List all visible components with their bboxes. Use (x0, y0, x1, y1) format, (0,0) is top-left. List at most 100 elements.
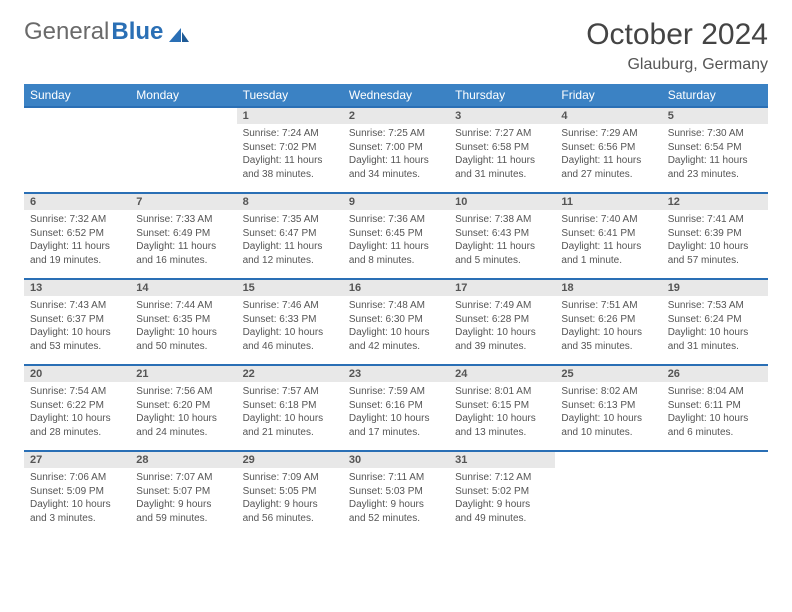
logo-text-1: General (24, 18, 109, 46)
day-ss: Sunset: 6:35 PM (136, 313, 230, 327)
day-sr: Sunrise: 7:09 AM (243, 471, 337, 485)
day-sr: Sunrise: 7:24 AM (243, 127, 337, 141)
day-body: Sunrise: 7:33 AMSunset: 6:49 PMDaylight:… (130, 210, 236, 271)
day-cell: 29 Sunrise: 7:09 AMSunset: 5:05 PMDayligh… (237, 451, 343, 537)
col-wed: Wednesday (343, 84, 449, 107)
day-cell: 28Sunrise: 7:07 AMSunset: 5:07 PMDayligh… (130, 451, 236, 537)
day-number: 30 (343, 452, 449, 468)
day-dl: Daylight: 9 hours and 56 minutes. (243, 498, 337, 525)
day-dl: Daylight: 11 hours and 38 minutes. (243, 154, 337, 181)
day-ss: Sunset: 6:58 PM (455, 141, 549, 155)
day-number: 25 (555, 366, 661, 382)
day-ss: Sunset: 6:43 PM (455, 227, 549, 241)
day-sr: Sunrise: 7:32 AM (30, 213, 124, 227)
day-sr: Sunrise: 7:51 AM (561, 299, 655, 313)
day-body: Sunrise: 7:30 AMSunset: 6:54 PMDaylight:… (662, 124, 768, 185)
day-body: Sunrise: 8:04 AMSunset: 6:11 PMDaylight:… (662, 382, 768, 443)
day-dl: Daylight: 10 hours and 42 minutes. (349, 326, 443, 353)
day-number: 23 (343, 366, 449, 382)
day-number: 3 (449, 108, 555, 124)
day-number: 18 (555, 280, 661, 296)
day-ss: Sunset: 6:20 PM (136, 399, 230, 413)
day-body: Sunrise: 7:54 AMSunset: 6:22 PMDaylight:… (24, 382, 130, 443)
day-dl: Daylight: 11 hours and 23 minutes. (668, 154, 762, 181)
day-number: 19 (662, 280, 768, 296)
day-ss: Sunset: 7:02 PM (243, 141, 337, 155)
day-dl: Daylight: 10 hours and 3 minutes. (30, 498, 124, 525)
day-number: 28 (130, 452, 236, 468)
day-ss: Sunset: 6:47 PM (243, 227, 337, 241)
day-cell: 11Sunrise: 7:40 AMSunset: 6:41 PMDayligh… (555, 193, 661, 279)
day-dl: Daylight: 11 hours and 16 minutes. (136, 240, 230, 267)
day-ss: Sunset: 6:52 PM (30, 227, 124, 241)
day-dl: Daylight: 10 hours and 28 minutes. (30, 412, 124, 439)
day-sr: Sunrise: 7:25 AM (349, 127, 443, 141)
day-dl: Daylight: 10 hours and 31 minutes. (668, 326, 762, 353)
day-body: Sunrise: 7:29 AMSunset: 6:56 PMDaylight:… (555, 124, 661, 185)
day-number: 14 (130, 280, 236, 296)
day-sr: Sunrise: 7:29 AM (561, 127, 655, 141)
col-mon: Monday (130, 84, 236, 107)
day-cell: 10Sunrise: 7:38 AMSunset: 6:43 PMDayligh… (449, 193, 555, 279)
day-dl: Daylight: 10 hours and 50 minutes. (136, 326, 230, 353)
day-number: 12 (662, 194, 768, 210)
day-number: 13 (24, 280, 130, 296)
day-cell: 5Sunrise: 7:30 AMSunset: 6:54 PMDaylight… (662, 107, 768, 193)
day-body: Sunrise: 8:01 AMSunset: 6:15 PMDaylight:… (449, 382, 555, 443)
day-cell: 23Sunrise: 7:59 AMSunset: 6:16 PMDayligh… (343, 365, 449, 451)
day-body: Sunrise: 7:24 AMSunset: 7:02 PMDaylight:… (237, 124, 343, 185)
day-cell: 27Sunrise: 7:06 AMSunset: 5:09 PMDayligh… (24, 451, 130, 537)
day-number: 27 (24, 452, 130, 468)
day-cell: . (555, 451, 661, 537)
day-ss: Sunset: 6:24 PM (668, 313, 762, 327)
day-body: Sunrise: 7:06 AMSunset: 5:09 PMDaylight:… (24, 468, 130, 529)
day-sr: Sunrise: 7:07 AM (136, 471, 230, 485)
day-body: Sunrise: 7:43 AMSunset: 6:37 PMDaylight:… (24, 296, 130, 357)
day-sr: Sunrise: 7:11 AM (349, 471, 443, 485)
day-number: 17 (449, 280, 555, 296)
day-dl: Daylight: 11 hours and 19 minutes. (30, 240, 124, 267)
day-cell: 2Sunrise: 7:25 AMSunset: 7:00 PMDaylight… (343, 107, 449, 193)
day-cell: 31Sunrise: 7:12 AMSunset: 5:02 PMDayligh… (449, 451, 555, 537)
day-cell: 22Sunrise: 7:57 AMSunset: 6:18 PMDayligh… (237, 365, 343, 451)
day-sr: Sunrise: 7:36 AM (349, 213, 443, 227)
day-cell: . (24, 107, 130, 193)
day-number: 9 (343, 194, 449, 210)
day-cell: 21Sunrise: 7:56 AMSunset: 6:20 PMDayligh… (130, 365, 236, 451)
day-cell: 9Sunrise: 7:36 AMSunset: 6:45 PMDaylight… (343, 193, 449, 279)
day-sr: Sunrise: 7:49 AM (455, 299, 549, 313)
day-number: 11 (555, 194, 661, 210)
day-dl: Daylight: 10 hours and 35 minutes. (561, 326, 655, 353)
day-cell: 26Sunrise: 8:04 AMSunset: 6:11 PMDayligh… (662, 365, 768, 451)
day-ss: Sunset: 6:15 PM (455, 399, 549, 413)
day-number: 22 (237, 366, 343, 382)
col-sat: Saturday (662, 84, 768, 107)
day-sr: Sunrise: 8:04 AM (668, 385, 762, 399)
header: GeneralBlue October 2024 Glauburg, Germa… (24, 18, 768, 74)
day-ss: Sunset: 7:00 PM (349, 141, 443, 155)
day-cell: 12Sunrise: 7:41 AMSunset: 6:39 PMDayligh… (662, 193, 768, 279)
day-cell: 30Sunrise: 7:11 AMSunset: 5:03 PMDayligh… (343, 451, 449, 537)
day-ss: Sunset: 5:05 PM (243, 485, 337, 499)
day-ss: Sunset: 6:11 PM (668, 399, 762, 413)
day-ss: Sunset: 6:28 PM (455, 313, 549, 327)
day-dl: Daylight: 9 hours and 52 minutes. (349, 498, 443, 525)
week-row: 13Sunrise: 7:43 AMSunset: 6:37 PMDayligh… (24, 279, 768, 365)
day-dl: Daylight: 10 hours and 24 minutes. (136, 412, 230, 439)
day-dl: Daylight: 11 hours and 27 minutes. (561, 154, 655, 181)
day-cell: 8Sunrise: 7:35 AMSunset: 6:47 PMDaylight… (237, 193, 343, 279)
day-body: Sunrise: 7:56 AMSunset: 6:20 PMDaylight:… (130, 382, 236, 443)
day-cell: 1Sunrise: 7:24 AMSunset: 7:02 PMDaylight… (237, 107, 343, 193)
day-number: 21 (130, 366, 236, 382)
location: Glauburg, Germany (586, 56, 768, 74)
calendar-table: Sunday Monday Tuesday Wednesday Thursday… (24, 84, 768, 537)
day-cell: 7Sunrise: 7:33 AMSunset: 6:49 PMDaylight… (130, 193, 236, 279)
day-body: Sunrise: 7:57 AMSunset: 6:18 PMDaylight:… (237, 382, 343, 443)
day-cell: 6Sunrise: 7:32 AMSunset: 6:52 PMDaylight… (24, 193, 130, 279)
day-number: 29 (237, 452, 343, 468)
day-ss: Sunset: 5:09 PM (30, 485, 124, 499)
day-ss: Sunset: 6:54 PM (668, 141, 762, 155)
day-sr: Sunrise: 8:01 AM (455, 385, 549, 399)
day-number: 24 (449, 366, 555, 382)
day-number: 4 (555, 108, 661, 124)
